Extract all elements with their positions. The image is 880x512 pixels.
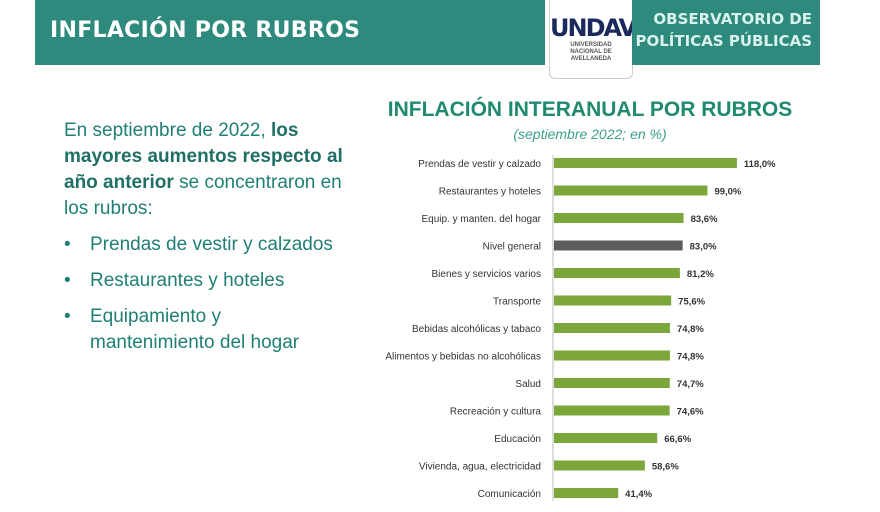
bar [554,405,670,416]
bar [554,378,670,388]
category-label: Educación [494,434,541,445]
value-label: 66,6% [664,434,691,445]
category-label: Vivienda, agua, electricidad [419,462,541,473]
bar [554,158,737,168]
value-label: 74,7% [677,379,704,390]
value-label: 74,8% [677,352,704,363]
category-label: Recreación y cultura [450,407,542,418]
category-label: Salud [515,379,541,390]
chart-subtitle: (septiembre 2022; en %) [513,126,667,142]
value-label: 75,6% [678,297,705,308]
value-label: 58,6% [652,462,679,473]
value-label: 81,2% [687,269,714,280]
bar [554,350,670,361]
category-label: Alimentos y bebidas no alcohólicas [385,352,541,363]
header-bar [35,0,545,65]
category-label: Equip. y manten. del hogar [421,214,541,225]
bar [554,268,680,278]
observatorio-banner: OBSERVATORIO DE POLÍTICAS PÚBLICAS [632,0,820,65]
bar [554,433,658,443]
category-label: Comunicación [478,489,541,500]
bar [554,323,670,333]
category-label: Bienes y servicios varios [432,269,541,280]
category-label: Nivel general [483,242,541,253]
value-label: 74,6% [677,407,704,418]
bullet-item: Equipamiento y mantenimiento del hogar [64,304,344,356]
value-label: 83,6% [691,214,718,225]
category-label: Restaurantes y hoteles [439,187,541,198]
bar [554,460,645,471]
bar [554,185,708,196]
bullet-item: Restaurantes y hoteles [64,268,344,294]
value-label: 118,0% [744,159,776,170]
value-label: 41,4% [625,489,652,500]
summary-text: En septiembre de 2022, los mayores aumen… [64,118,344,356]
bullet-item: Prendas de vestir y calzados [64,232,344,258]
value-label: 74,8% [677,324,704,335]
bar [554,488,619,498]
bar [554,213,684,223]
chart-title: INFLACIÓN INTERANUAL POR RUBROS [387,98,793,121]
category-label: Prendas de vestir y calzado [418,159,541,170]
category-label: Bebidas alcohólicas y tabaco [412,324,541,335]
category-label: Transporte [493,297,541,308]
page-title: INFLACIÓN POR RUBROS [50,18,361,43]
value-label: 99,0% [714,187,741,198]
value-label: 83,0% [690,242,717,253]
bar [554,240,683,251]
undav-logo: UNDAV UNIVERSIDAD NACIONAL DE AVELLANEDA [549,0,637,79]
bar [554,295,672,306]
